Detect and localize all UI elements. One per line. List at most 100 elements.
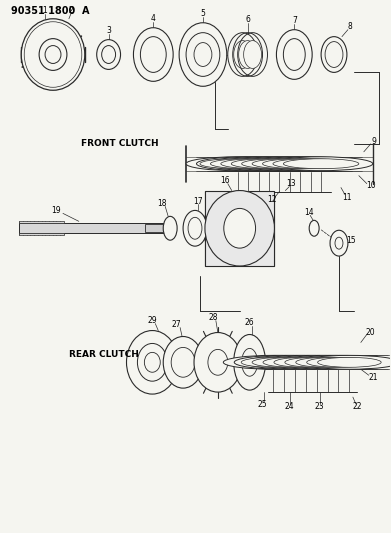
Ellipse shape — [283, 159, 359, 169]
Ellipse shape — [221, 159, 296, 169]
Ellipse shape — [325, 42, 343, 67]
Ellipse shape — [194, 333, 242, 392]
Text: 13: 13 — [287, 179, 296, 188]
Text: 21: 21 — [369, 373, 378, 382]
Ellipse shape — [278, 356, 377, 369]
Ellipse shape — [39, 38, 67, 70]
Ellipse shape — [307, 357, 370, 367]
Ellipse shape — [256, 356, 355, 369]
Text: 19: 19 — [51, 206, 61, 215]
Ellipse shape — [188, 217, 202, 239]
Text: 16: 16 — [220, 176, 230, 185]
Text: 12: 12 — [267, 195, 276, 204]
Ellipse shape — [285, 357, 348, 367]
Ellipse shape — [242, 349, 258, 376]
Ellipse shape — [276, 30, 312, 79]
Ellipse shape — [208, 350, 228, 375]
Text: 90351 1800  A: 90351 1800 A — [11, 6, 90, 16]
Text: 27: 27 — [171, 320, 181, 329]
Bar — [205, 190, 274, 266]
Bar — [19, 233, 64, 235]
Ellipse shape — [186, 157, 289, 171]
Ellipse shape — [231, 159, 307, 169]
Text: 26: 26 — [245, 318, 255, 327]
Ellipse shape — [200, 159, 275, 169]
Ellipse shape — [317, 357, 381, 367]
Ellipse shape — [283, 38, 305, 70]
Bar — [19, 223, 175, 233]
Ellipse shape — [217, 157, 321, 171]
Ellipse shape — [321, 37, 347, 72]
Text: 20: 20 — [366, 328, 376, 337]
Ellipse shape — [263, 357, 326, 367]
Ellipse shape — [144, 352, 160, 372]
Ellipse shape — [239, 41, 256, 68]
Ellipse shape — [223, 356, 323, 369]
Ellipse shape — [133, 28, 173, 82]
Ellipse shape — [224, 208, 256, 248]
Ellipse shape — [241, 357, 305, 367]
Text: 2: 2 — [68, 6, 73, 15]
Text: 3: 3 — [106, 26, 111, 35]
Ellipse shape — [21, 19, 85, 90]
Text: 22: 22 — [352, 402, 362, 411]
Text: 25: 25 — [258, 400, 267, 408]
Ellipse shape — [289, 356, 388, 369]
Ellipse shape — [244, 41, 262, 68]
Ellipse shape — [335, 237, 343, 249]
Ellipse shape — [309, 220, 319, 236]
Ellipse shape — [234, 356, 334, 369]
Ellipse shape — [252, 357, 316, 367]
Ellipse shape — [97, 39, 120, 69]
Text: 29: 29 — [147, 316, 157, 325]
Text: 10: 10 — [366, 181, 376, 190]
Ellipse shape — [249, 157, 352, 171]
Ellipse shape — [203, 193, 267, 263]
Ellipse shape — [183, 211, 207, 246]
Text: 7: 7 — [292, 17, 297, 25]
Ellipse shape — [102, 46, 116, 63]
Ellipse shape — [205, 190, 274, 266]
Text: 8: 8 — [348, 22, 352, 31]
Ellipse shape — [197, 157, 300, 171]
Ellipse shape — [259, 157, 362, 171]
Ellipse shape — [140, 37, 166, 72]
Text: 4: 4 — [151, 14, 156, 23]
Ellipse shape — [194, 43, 212, 67]
Text: 28: 28 — [208, 313, 218, 322]
Text: 14: 14 — [304, 208, 314, 217]
Ellipse shape — [137, 343, 167, 381]
Ellipse shape — [300, 356, 391, 369]
Ellipse shape — [186, 33, 220, 76]
Text: 11: 11 — [342, 193, 352, 202]
Text: 17: 17 — [193, 197, 203, 206]
Text: 6: 6 — [245, 15, 250, 25]
Ellipse shape — [179, 23, 227, 86]
Ellipse shape — [45, 46, 61, 63]
Ellipse shape — [273, 159, 348, 169]
Text: REAR CLUTCH: REAR CLUTCH — [69, 350, 139, 359]
Ellipse shape — [242, 159, 317, 169]
Ellipse shape — [234, 335, 265, 390]
Text: 23: 23 — [314, 402, 324, 411]
Text: 18: 18 — [158, 199, 167, 208]
Ellipse shape — [171, 348, 195, 377]
Ellipse shape — [163, 336, 203, 388]
Ellipse shape — [163, 216, 177, 240]
Ellipse shape — [330, 230, 348, 256]
Text: 9: 9 — [371, 138, 376, 147]
Ellipse shape — [262, 159, 338, 169]
Ellipse shape — [234, 41, 251, 68]
Ellipse shape — [210, 159, 286, 169]
Text: 5: 5 — [201, 9, 205, 18]
Ellipse shape — [252, 159, 328, 169]
Text: 1: 1 — [43, 6, 47, 15]
Ellipse shape — [238, 157, 341, 171]
Ellipse shape — [245, 356, 344, 369]
Text: 24: 24 — [285, 402, 294, 411]
Text: FRONT CLUTCH: FRONT CLUTCH — [81, 139, 158, 148]
Text: 15: 15 — [346, 236, 356, 245]
Ellipse shape — [296, 357, 359, 367]
Ellipse shape — [269, 157, 373, 171]
Ellipse shape — [207, 157, 310, 171]
